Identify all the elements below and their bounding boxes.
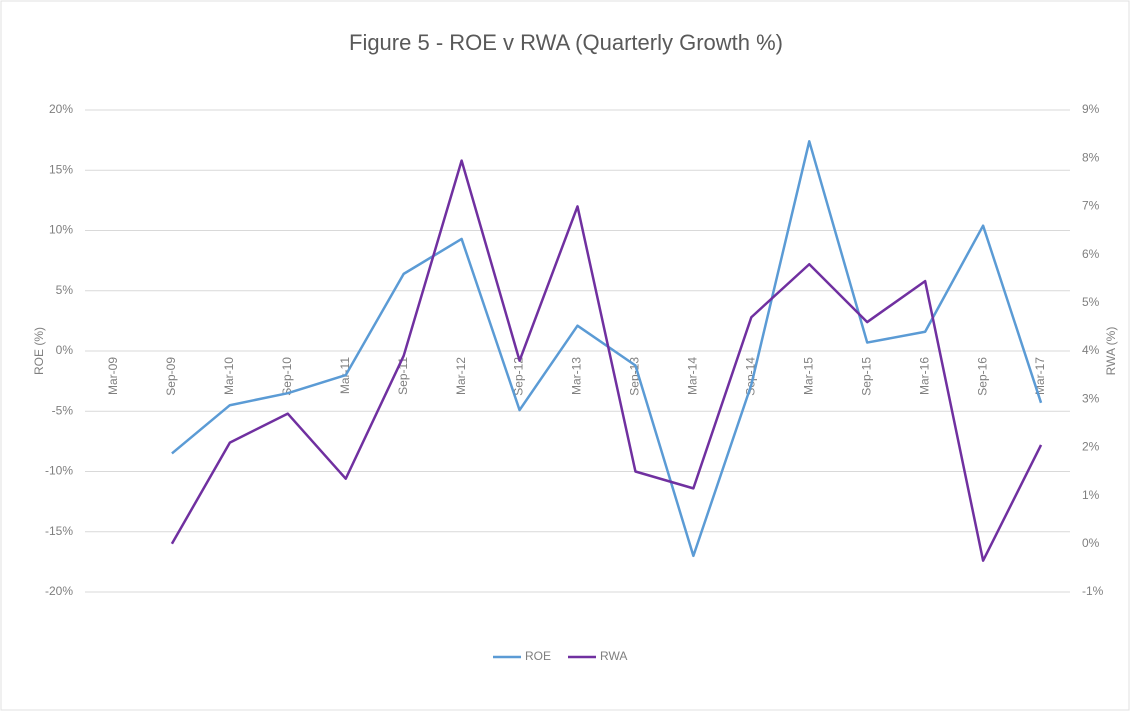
x-tick-label: Mar-12 xyxy=(454,357,468,395)
x-tick-label: Sep-11 xyxy=(396,357,410,395)
y2-tick-label: 0% xyxy=(1082,536,1100,550)
x-tick-label: Sep-12 xyxy=(512,357,526,396)
y2-axis-label: RWA (%) xyxy=(1104,327,1118,376)
y-tick-label: 20% xyxy=(49,102,73,116)
legend-label: RWA xyxy=(600,649,627,663)
x-tick-label: Mar-17 xyxy=(1033,357,1047,395)
y-tick-label: -15% xyxy=(45,524,73,538)
y2-tick-label: 3% xyxy=(1082,391,1100,405)
y2-tick-label: 6% xyxy=(1082,247,1100,261)
chart-title: Figure 5 - ROE v RWA (Quarterly Growth %… xyxy=(349,30,783,55)
y-tick-label: 10% xyxy=(49,223,73,237)
x-tick-label: Sep-09 xyxy=(164,357,178,396)
y2-tick-label: 7% xyxy=(1082,199,1100,213)
y-tick-label: -10% xyxy=(45,464,73,478)
y-tick-label: 5% xyxy=(56,283,74,297)
y-tick-label: -5% xyxy=(52,403,74,417)
legend-label: ROE xyxy=(525,649,551,663)
x-tick-label: Sep-13 xyxy=(628,357,642,396)
y-tick-label: -20% xyxy=(45,584,73,598)
x-tick-label: Sep-14 xyxy=(743,357,757,396)
x-tick-label: Mar-15 xyxy=(801,357,815,395)
x-tick-label: Sep-16 xyxy=(975,357,989,396)
line-series xyxy=(171,140,1043,558)
y2-tick-label: 9% xyxy=(1082,102,1100,116)
y2-tick-label: -1% xyxy=(1082,584,1104,598)
x-tick-label: Mar-13 xyxy=(570,357,584,395)
x-tick-label: Sep-15 xyxy=(859,357,873,396)
y-tick-label: 15% xyxy=(49,162,73,176)
y-tick-label: 0% xyxy=(56,343,74,357)
x-tick-label: Mar-16 xyxy=(917,357,931,395)
x-tick-label: Sep-10 xyxy=(280,357,294,396)
y2-tick-label: 5% xyxy=(1082,295,1100,309)
y2-tick-label: 8% xyxy=(1082,150,1100,164)
line-series xyxy=(170,159,1043,562)
x-tick-label: Mar-09 xyxy=(106,357,120,395)
y-axis-label: ROE (%) xyxy=(32,327,46,375)
y2-tick-label: 4% xyxy=(1082,343,1100,357)
x-tick-label: Mar-10 xyxy=(222,357,236,395)
y2-tick-label: 2% xyxy=(1082,440,1100,454)
x-tick-label: Mar-14 xyxy=(686,357,700,395)
y2-tick-label: 1% xyxy=(1082,488,1100,502)
